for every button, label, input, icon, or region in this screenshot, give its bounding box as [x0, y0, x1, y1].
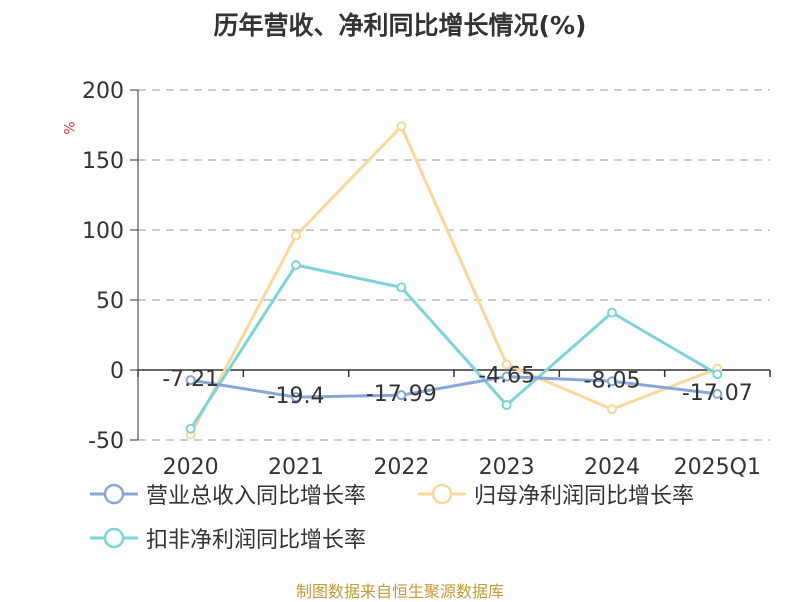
legend-label: 扣非净利润同比增长率 [146, 528, 367, 553]
data-label: -19.4 [268, 384, 325, 409]
data-point [712, 388, 723, 399]
data-label: -8.05 [584, 368, 641, 393]
series-line [189, 124, 718, 436]
y-tick-label: 0 [110, 359, 124, 384]
series-layer [185, 121, 723, 440]
series-line [189, 263, 719, 430]
data-point [291, 230, 301, 241]
data-point [396, 282, 407, 293]
data-label-layer: -7.21 -19.4 -17.99 -4.65 -8.05 -17.07 [162, 364, 753, 410]
series-line [190, 375, 718, 399]
y-tick-label: 100 [82, 219, 124, 244]
data-point [291, 260, 301, 270]
x-tick-label: 2022 [373, 455, 429, 480]
x-tick-label: 2024 [584, 455, 640, 480]
y-tick-label: 50 [96, 289, 124, 314]
legend-label: 营业总收入同比增长率 [146, 484, 367, 509]
legend-label: 归母净利润同比增长率 [474, 484, 695, 509]
data-label: -17.07 [682, 381, 753, 406]
source-note: 制图数据来自恒生聚源数据库 [295, 582, 504, 601]
data-point [501, 400, 512, 410]
legend-item-deducted-profit[interactable]: 扣非净利润同比增长率 [90, 522, 366, 554]
data-point [185, 375, 196, 386]
data-label: -4.65 [478, 364, 535, 389]
x-tick-label: 2025Q1 [674, 455, 761, 480]
x-tick-label: 2023 [479, 455, 535, 480]
legend-item-revenue[interactable]: 营业总收入同比增长率 [90, 478, 366, 510]
data-point [501, 371, 512, 382]
data-label: -7.21 [162, 367, 219, 392]
legend-line-circle-icon [418, 483, 466, 505]
legend-item-parent-profit[interactable]: 归母净利润同比增长率 [418, 478, 694, 510]
axis-layer: 200 150 100 50 0 -50 2020 2021 2022 2023 2024 2025Q… [82, 79, 771, 480]
x-tick-label: 2021 [268, 455, 324, 480]
y-tick-label: 200 [82, 79, 124, 104]
data-point [396, 390, 407, 401]
data-label: -17.99 [366, 382, 437, 407]
chart-title: 历年营收、净利同比增长情况(%) [213, 11, 587, 40]
data-point [607, 376, 617, 387]
legend-line-circle-icon [90, 527, 138, 549]
data-point [712, 369, 723, 380]
data-point [291, 392, 301, 403]
data-point [607, 307, 617, 318]
data-point [185, 423, 196, 434]
data-point [607, 404, 617, 415]
grid-layer [138, 89, 770, 441]
y-tick-label: -50 [88, 429, 124, 454]
y-tick-label: 150 [82, 149, 124, 174]
data-point [396, 121, 407, 132]
x-tick-label: 2020 [163, 455, 219, 480]
data-point [501, 359, 512, 370]
legend-line-circle-icon [90, 483, 138, 505]
